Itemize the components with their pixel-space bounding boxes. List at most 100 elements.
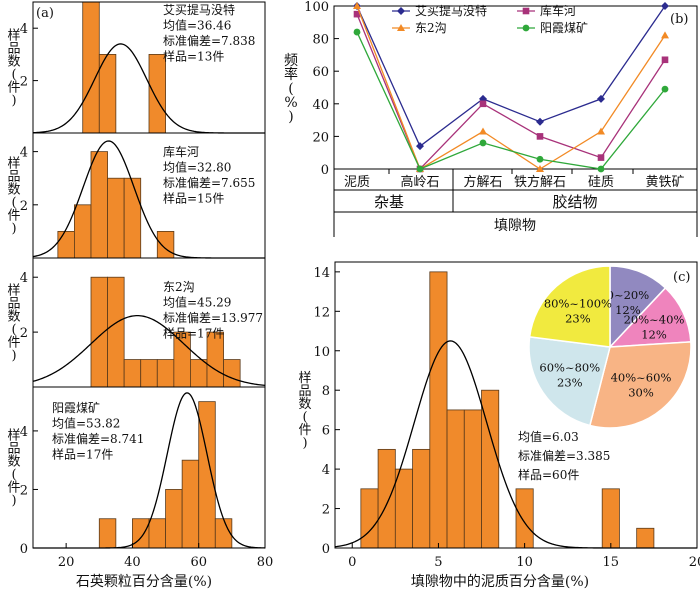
legend-marker-4 xyxy=(522,24,530,32)
y-axis-label-1-char-3: ( xyxy=(11,68,16,83)
series-2-point-0 xyxy=(353,10,361,18)
y-tick-label-3-0: 2 xyxy=(20,326,28,341)
histogram-bar-3-6 xyxy=(190,359,208,388)
y-axis-label-3-char-1: 品 xyxy=(7,297,20,312)
stats-line-3-3: 样品=17件 xyxy=(163,326,224,341)
y-axis-label-b-char-1: 率 xyxy=(284,66,298,83)
y-axis-label-2-char-4: 件 xyxy=(7,209,20,224)
stats-line-c-0: 均值=6.03 xyxy=(518,429,579,444)
histogram-bar-c-10 xyxy=(636,527,655,549)
y-axis-label-4-char-2: 数 xyxy=(7,455,20,470)
y-axis-label-3-char-3: ( xyxy=(11,323,16,338)
legend-marker-3 xyxy=(397,24,405,31)
series-line-4 xyxy=(356,31,666,170)
y-tick-label-1-0: 2 xyxy=(20,75,28,90)
x-tick-label-c-4: 20 xyxy=(689,555,700,570)
y-axis-label-4-char-5: ) xyxy=(11,494,16,509)
histogram-bar-2-3 xyxy=(107,177,125,259)
category-label-5: 黄铁矿 xyxy=(645,175,684,190)
pie-label-2: 40%~60% xyxy=(611,370,672,384)
series-4-point-0 xyxy=(353,28,361,36)
series-3-point-0 xyxy=(353,2,361,9)
y-tick-label-c-1: 2 xyxy=(322,503,330,518)
x-tick-label-a-2: 60 xyxy=(190,555,207,570)
stats-line-4-2: 标准偏差=8.741 xyxy=(52,431,144,446)
series-2 xyxy=(353,10,669,173)
series-4-point-4 xyxy=(597,165,605,173)
histogram-bar-2-2 xyxy=(90,151,108,259)
y-axis-label-1-char-2: 数 xyxy=(7,55,20,70)
histogram-bar-c-6 xyxy=(463,409,482,549)
y-tick-label-b-3: 60 xyxy=(312,65,329,80)
subplot-frame-4 xyxy=(32,386,266,549)
y-tick-label-b-2: 40 xyxy=(312,98,329,113)
y-axis-label-b-char-3: % xyxy=(284,95,297,111)
y-tick-label-1-1: 4 xyxy=(20,22,28,37)
histogram-bar-4-0 xyxy=(98,518,117,549)
y-axis-label-c-char-1: 品 xyxy=(298,384,311,399)
series-line-1 xyxy=(356,5,666,148)
panel-c-histogram: 0 2 4 6 8 10 12 14 0 5 10 15 20 样品数(件) 填隙物中的泥质百分含量(%) 均… xyxy=(298,261,700,590)
series-line-3 xyxy=(356,5,666,170)
y-axis-label-4-char-0: 样 xyxy=(7,429,20,444)
legend-label-3: 东2沟 xyxy=(415,21,447,35)
y-axis-label-1-char-5: ) xyxy=(11,94,16,109)
normal-curve-3 xyxy=(32,314,266,387)
bottom-label-b: 填隙物 xyxy=(494,218,536,234)
x-axis-label-a: 石英颗粒百分含量(%) xyxy=(76,573,212,590)
y-axis-label-4-char-4: 件 xyxy=(7,481,20,496)
histogram-bar-c-3 xyxy=(412,448,431,549)
y-tick-label-4-1: 2 xyxy=(20,483,28,498)
panel-b-frame xyxy=(333,5,698,170)
panel-c-frame xyxy=(334,261,698,549)
x-tick-label-a-0: 20 xyxy=(58,555,75,570)
series-3-point-5 xyxy=(661,31,669,39)
y-tick-label-c-5: 10 xyxy=(313,345,330,360)
histogram-bar-c-1 xyxy=(377,448,396,549)
stats-line-1-3: 样品=13件 xyxy=(163,49,224,64)
y-axis-label-2-char-1: 品 xyxy=(7,170,20,185)
histogram-bar-c-5 xyxy=(446,409,465,549)
pie-slice-3 xyxy=(528,336,611,427)
y-tick-label-b-1: 20 xyxy=(312,130,329,145)
histogram-bar-4-2 xyxy=(148,518,166,549)
y-axis-label-c-char-4: 件 xyxy=(298,423,311,438)
group-label-1: 胶结物 xyxy=(552,193,597,211)
histogram-bar-1-2 xyxy=(148,54,166,134)
series-2-point-3 xyxy=(536,133,544,140)
y-tick-label-b-4: 80 xyxy=(312,33,329,48)
stats-line-4-1: 均值=53.82 xyxy=(52,416,120,431)
panel-a-histograms: 24艾买提马没特均值=36.46标准偏差=7.838样品=13件样品数(件)24… xyxy=(7,1,273,590)
series-3-point-4 xyxy=(597,127,605,135)
panel-c-label: (c) xyxy=(673,270,690,285)
stats-line-3-0: 东2沟 xyxy=(163,280,195,294)
y-tick-label-2-0: 2 xyxy=(20,199,28,214)
histogram-bar-3-2 xyxy=(123,359,142,388)
series-1-point-4 xyxy=(597,94,605,103)
pie-pct-3: 23% xyxy=(557,375,583,389)
x-tick-label-a-1: 40 xyxy=(124,555,141,570)
series-3-point-2 xyxy=(479,127,487,135)
pie-slice-1 xyxy=(608,286,692,348)
legend-label-2: 库车河 xyxy=(540,3,576,18)
y-tick-label-c-3: 6 xyxy=(322,424,330,439)
y-axis-label-1-char-0: 样 xyxy=(7,29,20,44)
pie-label-3: 60%~80% xyxy=(539,360,600,374)
pie-pct-0: 12% xyxy=(615,303,641,317)
y-axis-label-3-char-0: 样 xyxy=(7,284,20,299)
category-label-0: 泥质 xyxy=(344,175,370,190)
stats-line-2-0: 库车河 xyxy=(163,144,199,159)
histogram-bar-4-3 xyxy=(165,489,183,549)
y-tick-label-2-1: 4 xyxy=(20,146,28,161)
x-tick-label-c-2: 10 xyxy=(516,555,533,570)
y-tick-label-c-0: 0 xyxy=(322,542,330,557)
histogram-bar-3-1 xyxy=(107,276,125,388)
stats-line-4-0: 阳霞煤矿 xyxy=(52,401,100,415)
panel-b-label: (b) xyxy=(670,12,688,27)
y-tick-label-3-1: 4 xyxy=(20,271,28,286)
pie-slice-0 xyxy=(609,265,667,349)
x-tick-label-c-0: 0 xyxy=(348,555,356,570)
